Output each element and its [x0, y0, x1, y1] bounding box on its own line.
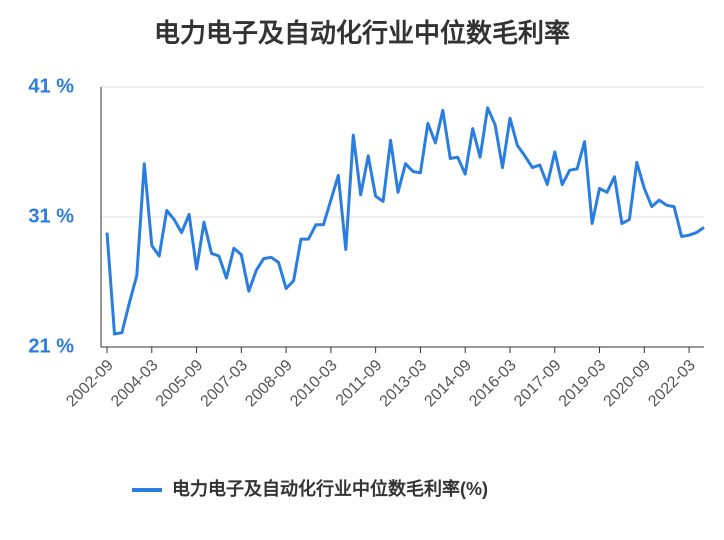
- data-line: [105, 106, 705, 336]
- x-tick-label: 2011-09: [333, 357, 386, 410]
- x-tick-label: 2014-09: [421, 357, 475, 411]
- y-tick-label: 21 %: [28, 335, 74, 357]
- x-tick-label: 2022-03: [645, 357, 699, 411]
- x-tick-label: 2019-03: [556, 357, 610, 411]
- x-tick-label: 2005-09: [153, 357, 207, 411]
- x-tick-label: 2008-09: [242, 357, 296, 411]
- x-tick-label: 2016-03: [466, 357, 520, 411]
- y-tick-label: 31 %: [28, 205, 74, 227]
- x-tick-label: 2013-03: [377, 357, 431, 411]
- chart-title: 电力电子及自动化行业中位数毛利率: [154, 18, 570, 48]
- x-tick-label: 2002-09: [63, 357, 117, 411]
- x-tick-label: 2004-03: [108, 357, 162, 411]
- x-tick-label: 2007-03: [198, 357, 252, 411]
- x-tick-label: 2020-09: [601, 357, 655, 411]
- y-tick-label: 41 %: [28, 75, 74, 97]
- x-tick-label: 2017-09: [511, 357, 565, 411]
- x-tick-label: 2010-03: [287, 357, 341, 411]
- legend-label: 电力电子及自动化行业中位数毛利率(%): [172, 478, 488, 499]
